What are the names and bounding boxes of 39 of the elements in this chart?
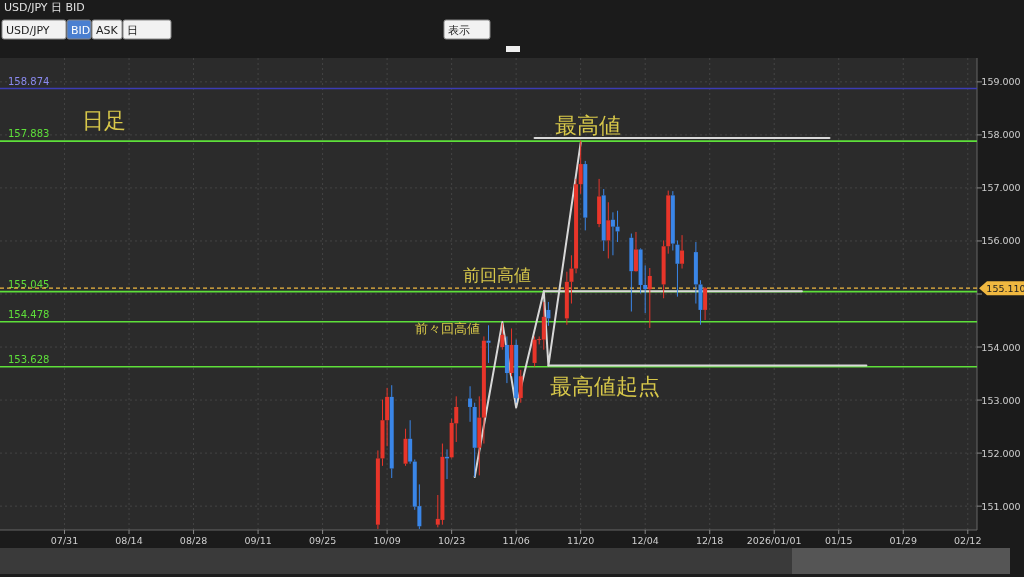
annotation: 最高値 — [555, 113, 621, 138]
x-tick-label: 10/09 — [373, 535, 401, 546]
x-tick-label: 11/20 — [566, 535, 595, 546]
y-tick-label: 151.000 — [981, 500, 1021, 512]
y-tick-label: 159.000 — [981, 76, 1021, 88]
y-tick-label: 158.000 — [981, 129, 1021, 141]
text: 日 — [127, 24, 138, 37]
y-tick-label: 152.000 — [981, 447, 1021, 459]
x-tick-label: 12/18 — [696, 535, 724, 546]
annotation: 前回高値 — [463, 265, 531, 285]
x-tick-label: 09/25 — [308, 535, 337, 546]
y-tick-label: 154.000 — [981, 341, 1021, 353]
x-tick-label: 07/31 — [50, 535, 79, 546]
x-tick-label: 10/23 — [437, 535, 466, 546]
text: BID — [71, 24, 91, 37]
x-tick-label: 11/06 — [502, 535, 530, 546]
x-tick-label: 02/12 — [954, 535, 982, 546]
annotation: 日足 — [82, 108, 126, 133]
x-tick-label: 09/11 — [244, 535, 272, 546]
x-tick-label: 01/29 — [889, 535, 917, 546]
ref-line-label: 155.045 — [8, 278, 50, 290]
y-tick-label: 157.000 — [981, 182, 1021, 194]
y-tick-label: 153.000 — [981, 394, 1021, 406]
x-tick-label: 12/04 — [631, 535, 659, 546]
text: USD/JPY — [6, 24, 50, 37]
text: 表示 — [448, 24, 470, 37]
chart-title: USD/JPY 日 BID — [4, 1, 85, 14]
text: ASK — [96, 24, 119, 37]
x-tick-label: 08/14 — [115, 535, 143, 546]
x-tick-label: 2026/01/01 — [746, 535, 802, 546]
y-tick-label: 156.000 — [981, 235, 1021, 247]
x-tick-label: 01/15 — [825, 535, 853, 546]
ref-line-label: 158.874 — [8, 75, 50, 87]
annotation: 最高値起点 — [550, 374, 660, 399]
x-tick-label: 08/28 — [179, 535, 208, 546]
ref-line-label: 157.883 — [8, 128, 50, 140]
ref-line-label: 153.628 — [8, 353, 50, 365]
ref-line-label: 154.478 — [8, 308, 50, 320]
annotation: 前々回高値 — [415, 321, 480, 336]
